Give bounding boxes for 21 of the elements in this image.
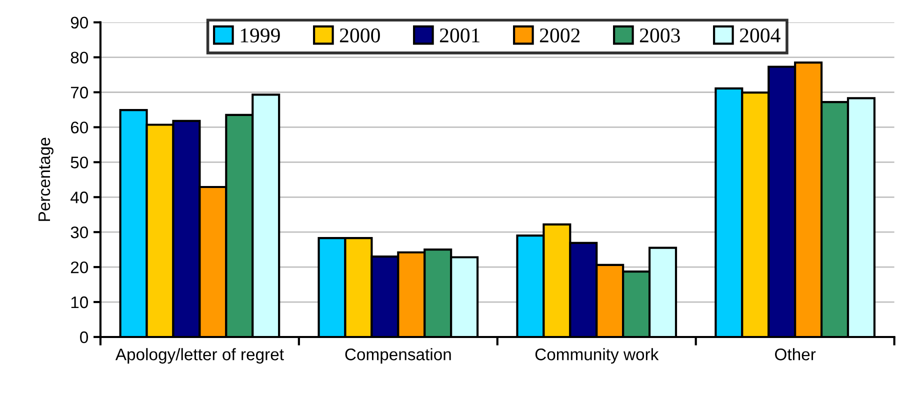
x-tick-label: Apology/letter of regret	[115, 348, 284, 364]
y-tick-label: 90	[70, 16, 88, 29]
legend-label: 2000	[340, 28, 380, 42]
y-tick-label: 40	[70, 192, 88, 204]
y-tick-label: 70	[70, 86, 88, 98]
x-tick-label: Other	[775, 348, 816, 360]
legend-label: 1999	[240, 28, 280, 42]
y-tick-label: 80	[70, 52, 88, 64]
y-tick-label: 10	[71, 296, 88, 308]
x-tick-label: Compensation	[345, 348, 451, 364]
legend-label: 2004	[740, 28, 780, 42]
y-tick-label: 30	[70, 226, 88, 238]
y-tick-label: 60	[70, 122, 88, 134]
y-axis-title: Percentage	[38, 138, 54, 221]
legend-label: 2002	[540, 28, 580, 42]
y-tick-label: 20	[70, 261, 88, 274]
y-tick-label: 50	[70, 156, 88, 168]
legend-label: 2003	[640, 28, 680, 42]
y-tick-label: 0	[80, 331, 88, 344]
x-tick-label: Community work	[535, 348, 659, 364]
legend-label: 2001	[440, 28, 480, 42]
